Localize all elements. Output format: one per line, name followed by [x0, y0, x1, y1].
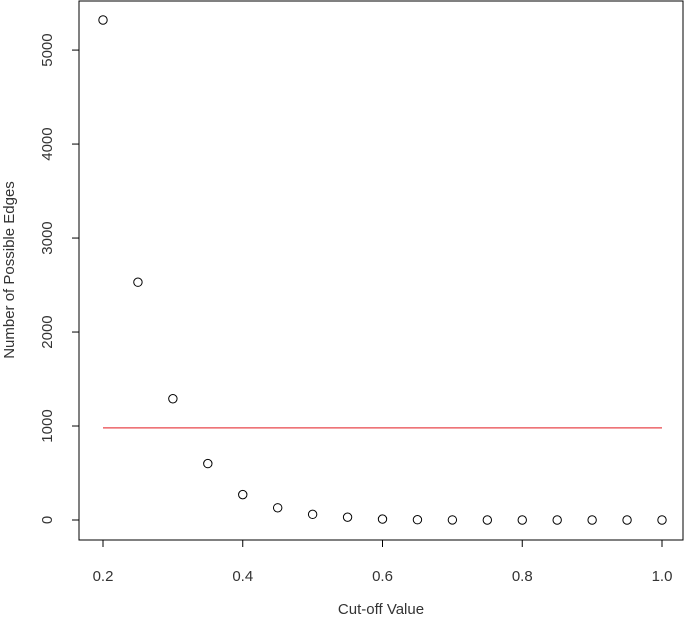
data-point — [238, 489, 248, 500]
x-axis: 0.2 0.4 0.6 0.8 1.0 — [93, 540, 673, 585]
y-tick-label: 2000 — [39, 315, 56, 348]
data-point — [552, 515, 562, 525]
data-point — [622, 515, 632, 525]
y-tick-label: 1000 — [39, 409, 56, 442]
data-point — [203, 458, 213, 469]
data-point — [447, 515, 458, 525]
data-point — [98, 15, 108, 25]
x-tick-label: 0.2 — [93, 568, 114, 585]
data-point — [657, 515, 667, 525]
y-axis: 0 1000 2000 3000 4000 5000 — [39, 33, 79, 524]
y-tick-label: 4000 — [39, 127, 56, 160]
x-axis-label: Cut-off Value — [338, 601, 424, 618]
x-tick-label: 0.4 — [232, 568, 253, 585]
data-point — [517, 515, 527, 525]
data-point — [168, 394, 178, 404]
data-point — [377, 514, 388, 524]
data-point — [412, 515, 423, 525]
x-tick-label: 0.8 — [512, 568, 533, 585]
data-point — [307, 509, 318, 520]
y-tick-label: 5000 — [39, 33, 56, 66]
data-point — [133, 277, 143, 287]
x-tick-label: 0.6 — [372, 568, 393, 585]
y-axis-label: Number of Possible Edges — [1, 181, 18, 359]
data-point — [342, 512, 353, 522]
plot-frame — [78, 0, 684, 541]
x-tick-label: 1.0 — [652, 568, 673, 585]
data-point — [482, 515, 493, 525]
data-point — [587, 515, 597, 525]
y-tick-label: 0 — [39, 516, 56, 524]
y-tick-label: 3000 — [39, 221, 56, 254]
data-point — [272, 503, 283, 513]
